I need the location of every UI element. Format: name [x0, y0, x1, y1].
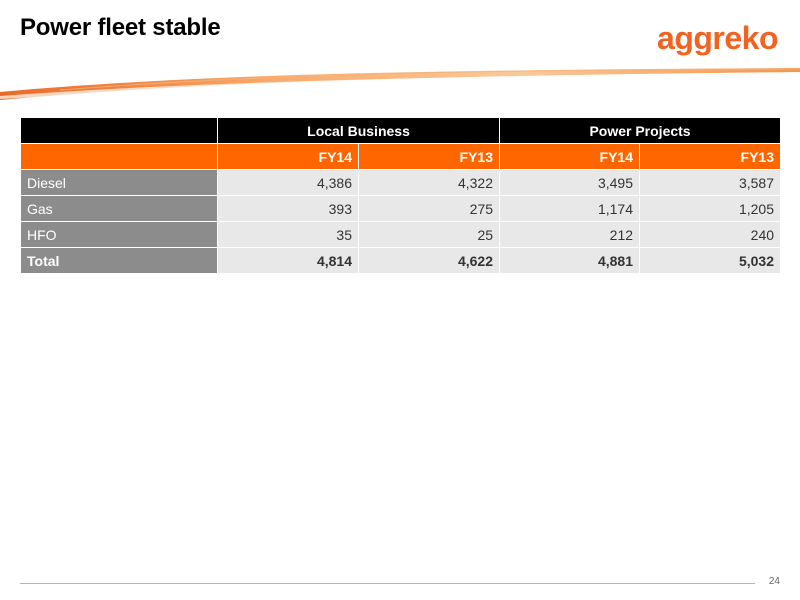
group-header-row: Local Business Power Projects — [20, 117, 782, 144]
year-header: FY14 — [499, 143, 641, 170]
table-row-total: Total 4,814 4,622 4,881 5,032 — [20, 247, 782, 274]
table-cell: 4,814 — [217, 247, 359, 274]
empty-header-cell — [20, 117, 218, 144]
page-number: 24 — [768, 576, 780, 587]
row-label: Diesel — [20, 169, 218, 196]
table-cell: 1,205 — [639, 195, 782, 222]
year-header: FY13 — [357, 143, 501, 170]
local-business-header: Local Business — [216, 117, 501, 144]
table-cell: 1,174 — [499, 195, 641, 222]
table-cell: 393 — [217, 195, 359, 222]
empty-year-cell — [20, 143, 218, 170]
table-row-hfo: HFO 35 25 212 240 — [20, 221, 782, 248]
footer-divider — [20, 583, 755, 584]
table-cell: 25 — [357, 221, 501, 248]
table-cell: 4,622 — [357, 247, 501, 274]
power-projects-header: Power Projects — [499, 117, 782, 144]
year-header: FY13 — [639, 143, 782, 170]
fleet-table: Local Business Power Projects FY14 FY13 … — [20, 117, 782, 274]
orange-swoosh-decoration — [0, 68, 800, 100]
table-cell: 240 — [639, 221, 782, 248]
row-label: Gas — [20, 195, 218, 222]
table-cell: 5,032 — [639, 247, 782, 274]
year-header-row: FY14 FY13 FY14 FY13 — [20, 143, 782, 170]
row-label: Total — [20, 247, 218, 274]
row-label: HFO — [20, 221, 218, 248]
table-cell: 4,322 — [357, 169, 501, 196]
table-cell: 4,386 — [217, 169, 359, 196]
aggreko-logo: aggreko — [657, 20, 778, 56]
table-row-diesel: Diesel 4,386 4,322 3,495 3,587 — [20, 169, 782, 196]
table-cell: 3,495 — [499, 169, 641, 196]
table-cell: 4,881 — [499, 247, 641, 274]
table-cell: 212 — [499, 221, 641, 248]
table-cell: 3,587 — [639, 169, 782, 196]
table-row-gas: Gas 393 275 1,174 1,205 — [20, 195, 782, 222]
table-cell: 35 — [217, 221, 359, 248]
table-cell: 275 — [357, 195, 501, 222]
year-header: FY14 — [217, 143, 359, 170]
page-title: Power fleet stable — [20, 14, 221, 41]
